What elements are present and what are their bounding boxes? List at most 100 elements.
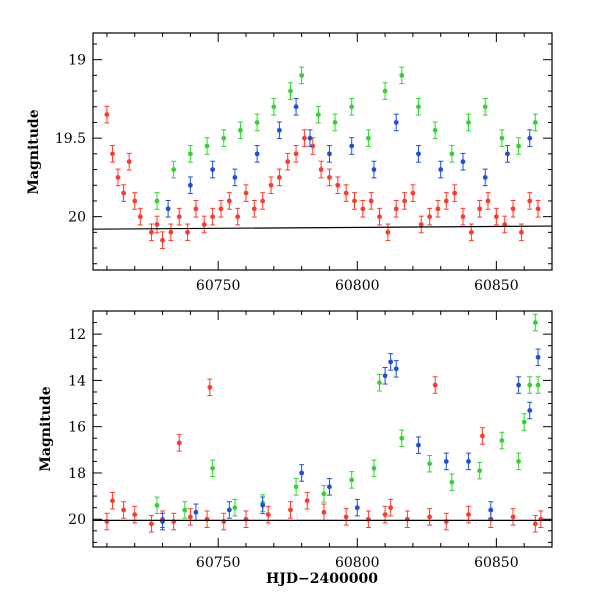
bottom-panel-data-points	[104, 313, 544, 533]
top-data-point	[482, 97, 488, 116]
top-data-point	[502, 215, 508, 234]
top-data-point	[516, 137, 522, 155]
bottom-y-tick-label: 18	[68, 466, 86, 482]
top-data-point	[432, 121, 438, 140]
top-data-point	[449, 145, 455, 163]
top-data-point	[235, 207, 241, 226]
top-panel: 60750 60800 60850 19 19.5 20 Magnitude	[26, 32, 553, 294]
bottom-data-point	[443, 452, 449, 471]
bottom-y-tick-label: 16	[68, 420, 86, 436]
bottom-panel-y-axis-label: Magnitude	[38, 386, 54, 471]
top-data-point	[518, 223, 524, 242]
bottom-data-point	[449, 473, 455, 491]
bottom-data-point	[210, 459, 216, 478]
top-x-tick-label: 60750	[196, 278, 241, 294]
top-data-point	[232, 168, 238, 187]
top-data-point	[276, 121, 282, 140]
top-data-point	[460, 152, 466, 171]
top-data-point	[168, 223, 174, 242]
bottom-data-point	[382, 367, 388, 385]
bottom-data-point	[176, 434, 182, 452]
bottom-data-point	[226, 501, 232, 519]
top-data-point	[132, 192, 138, 210]
top-data-point	[452, 184, 458, 202]
bottom-data-point	[516, 452, 522, 471]
bottom-data-point	[466, 452, 472, 471]
top-data-point	[187, 176, 193, 195]
bottom-data-point	[427, 454, 433, 473]
top-data-point	[276, 168, 282, 187]
top-data-point	[185, 223, 191, 242]
top-data-point	[254, 113, 260, 132]
top-data-point	[326, 145, 332, 163]
top-data-point	[104, 105, 110, 124]
bottom-data-point	[388, 498, 394, 517]
top-data-point	[210, 160, 216, 179]
bottom-data-point	[427, 508, 433, 526]
bottom-data-point	[326, 478, 332, 496]
bottom-data-point	[527, 401, 533, 420]
bottom-panel-ticks: 60750 60800 60850 12 14 16 18 20	[68, 310, 553, 571]
bottom-panel-x-axis-label: HJD−2400000	[266, 571, 378, 587]
top-y-tick-label: 19	[68, 53, 86, 69]
top-data-point	[254, 145, 260, 163]
bottom-data-point	[499, 431, 505, 450]
top-data-point	[176, 207, 182, 226]
bottom-data-point	[535, 348, 541, 367]
top-data-point	[527, 192, 533, 210]
bottom-data-point	[399, 429, 405, 448]
bottom-y-tick-label: 14	[68, 373, 86, 389]
top-data-point	[148, 223, 154, 242]
top-panel-y-axis-label: Magnitude	[26, 109, 42, 194]
top-data-point	[332, 113, 338, 132]
top-data-point	[307, 129, 313, 147]
top-data-point	[466, 113, 472, 132]
top-data-point	[193, 199, 199, 218]
top-data-point	[382, 82, 388, 100]
top-data-point	[418, 215, 424, 234]
top-data-point	[218, 199, 224, 218]
bottom-data-point	[388, 353, 394, 371]
bottom-data-point	[527, 376, 533, 394]
bottom-data-point	[477, 461, 483, 480]
top-data-point	[435, 199, 441, 218]
top-data-point	[115, 168, 121, 187]
top-data-point	[288, 82, 294, 100]
bottom-data-point	[154, 496, 160, 515]
top-data-point	[301, 129, 307, 147]
top-data-point	[318, 160, 324, 179]
top-data-point	[460, 207, 466, 226]
bottom-data-point	[288, 501, 294, 519]
bottom-data-point	[479, 427, 485, 445]
top-data-point	[326, 168, 332, 187]
top-x-tick-label: 60800	[335, 278, 380, 294]
top-data-point	[210, 207, 216, 226]
top-panel-ticks: 60750 60800 60850 19 19.5 20	[55, 33, 553, 294]
top-data-point	[335, 176, 341, 195]
bottom-data-point	[532, 515, 538, 533]
top-data-point	[285, 152, 291, 171]
top-data-point	[165, 199, 171, 218]
bottom-data-point	[187, 508, 193, 526]
top-data-point	[310, 137, 316, 155]
bottom-data-point	[304, 491, 310, 510]
top-data-point	[251, 199, 257, 218]
top-data-point	[415, 145, 421, 163]
bottom-data-point	[432, 376, 438, 394]
top-data-point	[393, 113, 399, 132]
bottom-data-point	[182, 501, 188, 519]
top-data-point	[360, 199, 366, 218]
bottom-data-point	[535, 376, 541, 394]
top-data-point	[126, 152, 132, 171]
top-data-point	[268, 176, 274, 195]
top-data-point	[393, 199, 399, 218]
top-data-point	[137, 207, 143, 226]
top-panel-frame	[92, 32, 553, 271]
bottom-data-point	[109, 491, 115, 510]
top-data-point	[343, 184, 349, 202]
top-data-point	[349, 137, 355, 155]
bottom-x-tick-label: 60750	[196, 555, 241, 571]
top-data-point	[315, 105, 321, 124]
bottom-data-point	[377, 373, 383, 392]
